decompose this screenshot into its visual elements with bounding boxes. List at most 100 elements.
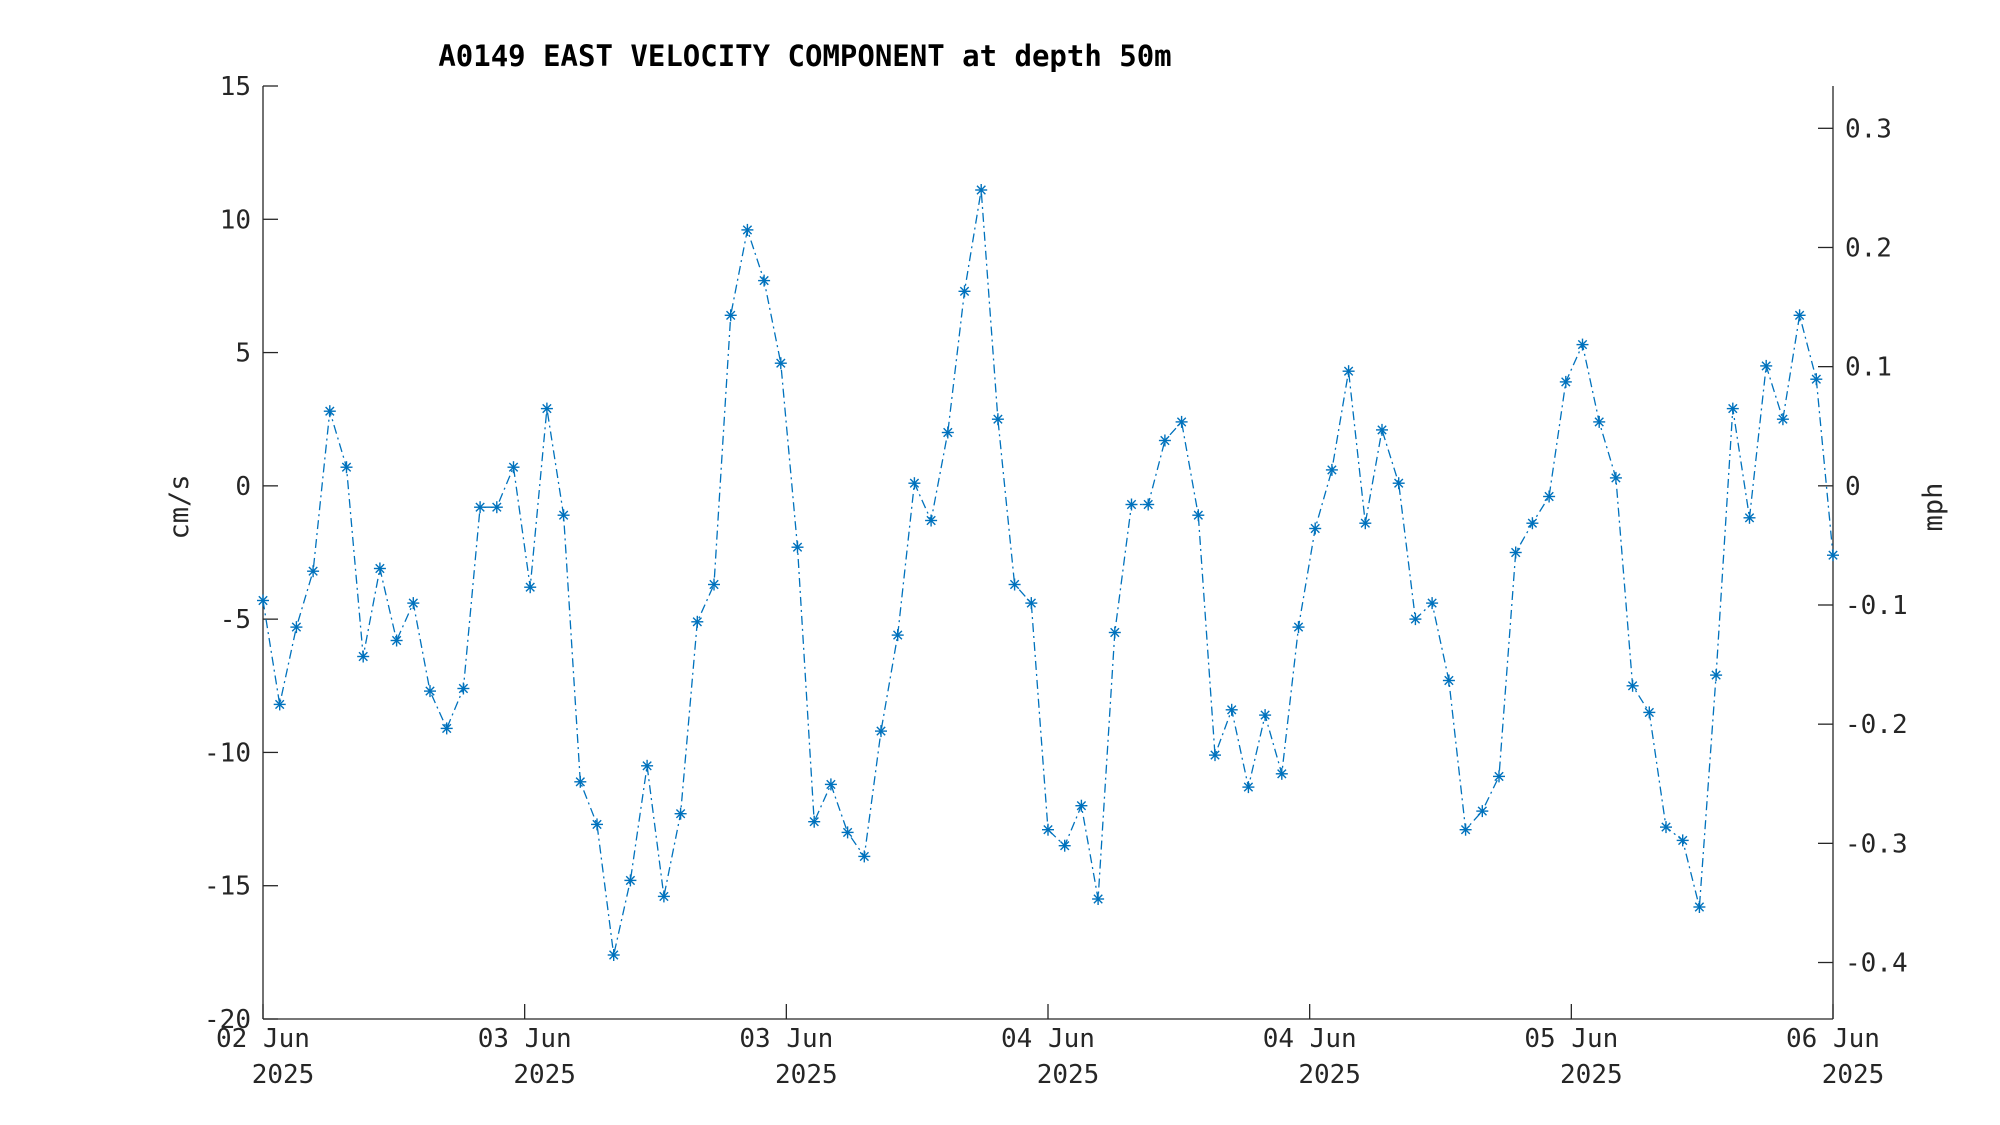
x-tick-label-date: 04 Jun — [1001, 1024, 1095, 1054]
x-tick-label-date: 03 Jun — [478, 1024, 572, 1054]
data-point — [824, 778, 837, 791]
data-point — [1660, 821, 1672, 834]
y-tick-label-right: -0.2 — [1845, 710, 1908, 740]
plot-axes — [262, 86, 1834, 1020]
data-point — [407, 597, 420, 610]
data-point — [708, 578, 720, 591]
x-tick-label-year: 2025 — [1037, 1060, 1100, 1090]
data-point — [290, 621, 303, 634]
series-east-velocity — [257, 184, 1839, 961]
y-tick-label-right: 0 — [1845, 472, 1861, 502]
data-point — [841, 826, 854, 839]
data-point — [273, 698, 286, 711]
data-point — [323, 405, 336, 418]
y-tick-label-left: 0 — [235, 472, 251, 502]
data-point — [1192, 509, 1205, 522]
y-tick-label-right: 0.3 — [1845, 114, 1892, 144]
data-point — [1392, 477, 1405, 490]
x-tick-label-date: 04 Jun — [1263, 1024, 1357, 1054]
x-tick-label-date: 03 Jun — [739, 1024, 833, 1054]
y-tick-label-left: 15 — [220, 72, 251, 102]
data-point — [1559, 375, 1572, 388]
data-point — [1543, 490, 1556, 503]
data-point — [1526, 517, 1539, 530]
data-point — [1609, 471, 1622, 484]
y-tick-label-right: 0.1 — [1845, 353, 1892, 383]
y-axis-label-left: cm/s — [164, 474, 195, 539]
data-point — [1209, 749, 1221, 762]
data-point — [1593, 415, 1606, 428]
data-point — [540, 402, 553, 415]
data-point — [1509, 546, 1522, 559]
data-point — [591, 818, 603, 831]
series-line — [262, 189, 1834, 956]
data-point — [1142, 498, 1155, 511]
data-point — [641, 759, 654, 772]
data-point — [1827, 549, 1839, 562]
data-point — [1108, 626, 1121, 639]
y-axis-label-right: mph — [1918, 483, 1949, 532]
y-tick-label-left: -15 — [204, 872, 251, 902]
x-tick-label-year: 2025 — [1560, 1060, 1623, 1090]
data-point — [474, 501, 487, 514]
x-tick-label-year: 2025 — [252, 1060, 315, 1090]
y-tick-label-left: -5 — [220, 605, 251, 635]
data-point — [875, 725, 887, 738]
data-point — [607, 949, 620, 961]
data-point — [1242, 781, 1255, 794]
data-point — [257, 594, 269, 607]
data-point — [691, 615, 704, 628]
y-axis-left-ticks: 15 10 5 0 -5 -10 -15 -20 — [204, 72, 278, 1035]
data-point — [1476, 805, 1489, 818]
data-point — [925, 514, 938, 527]
data-point — [1275, 767, 1288, 780]
y-tick-label-left: -10 — [204, 738, 251, 768]
data-point — [1776, 413, 1789, 426]
data-point — [1409, 613, 1422, 626]
x-tick-label-year: 2025 — [1298, 1060, 1361, 1090]
data-point — [1726, 402, 1739, 415]
data-point — [1158, 434, 1171, 447]
data-point — [390, 634, 403, 647]
data-point — [1793, 309, 1806, 322]
data-point — [1760, 359, 1773, 372]
data-point — [741, 223, 754, 236]
data-point — [1042, 823, 1054, 836]
data-point — [724, 309, 737, 322]
data-point — [941, 426, 954, 439]
y-tick-label-left: 5 — [235, 339, 251, 369]
x-tick-label-year: 2025 — [513, 1060, 576, 1090]
data-point — [991, 413, 1004, 426]
y-axis-right-ticks: 0.3 0.2 0.1 0 -0.1 -0.2 -0.3 -0.4 — [1818, 114, 1908, 979]
data-point — [1359, 517, 1372, 530]
y-tick-label-right: -0.3 — [1845, 829, 1908, 859]
data-point — [1075, 799, 1088, 812]
data-point — [1259, 709, 1272, 722]
data-point — [674, 807, 687, 820]
data-point — [1008, 578, 1021, 591]
y-tick-label-left: -20 — [204, 1005, 251, 1035]
data-point — [774, 357, 787, 370]
data-point — [624, 874, 637, 887]
data-point — [1175, 415, 1188, 428]
data-point — [1743, 511, 1756, 524]
x-tick-label-year: 2025 — [1822, 1060, 1885, 1090]
data-point — [891, 629, 904, 642]
data-point — [1493, 770, 1505, 783]
data-point — [1092, 893, 1105, 905]
data-point — [574, 775, 587, 788]
data-point — [858, 850, 871, 863]
x-tick-label-date: 02 Jun — [216, 1024, 310, 1054]
y-tick-label-right: 0.2 — [1845, 233, 1892, 263]
data-point — [357, 650, 370, 663]
y-tick-label-right: -0.4 — [1845, 949, 1908, 979]
data-point — [307, 565, 320, 578]
data-point — [1125, 498, 1138, 511]
data-point — [1626, 679, 1639, 692]
data-point — [808, 815, 821, 828]
x-tick-label-year: 2025 — [775, 1060, 838, 1090]
data-point — [758, 274, 771, 287]
data-point — [557, 509, 570, 522]
x-tick-label-date: 06 Jun — [1786, 1024, 1880, 1054]
data-point — [1710, 669, 1723, 682]
